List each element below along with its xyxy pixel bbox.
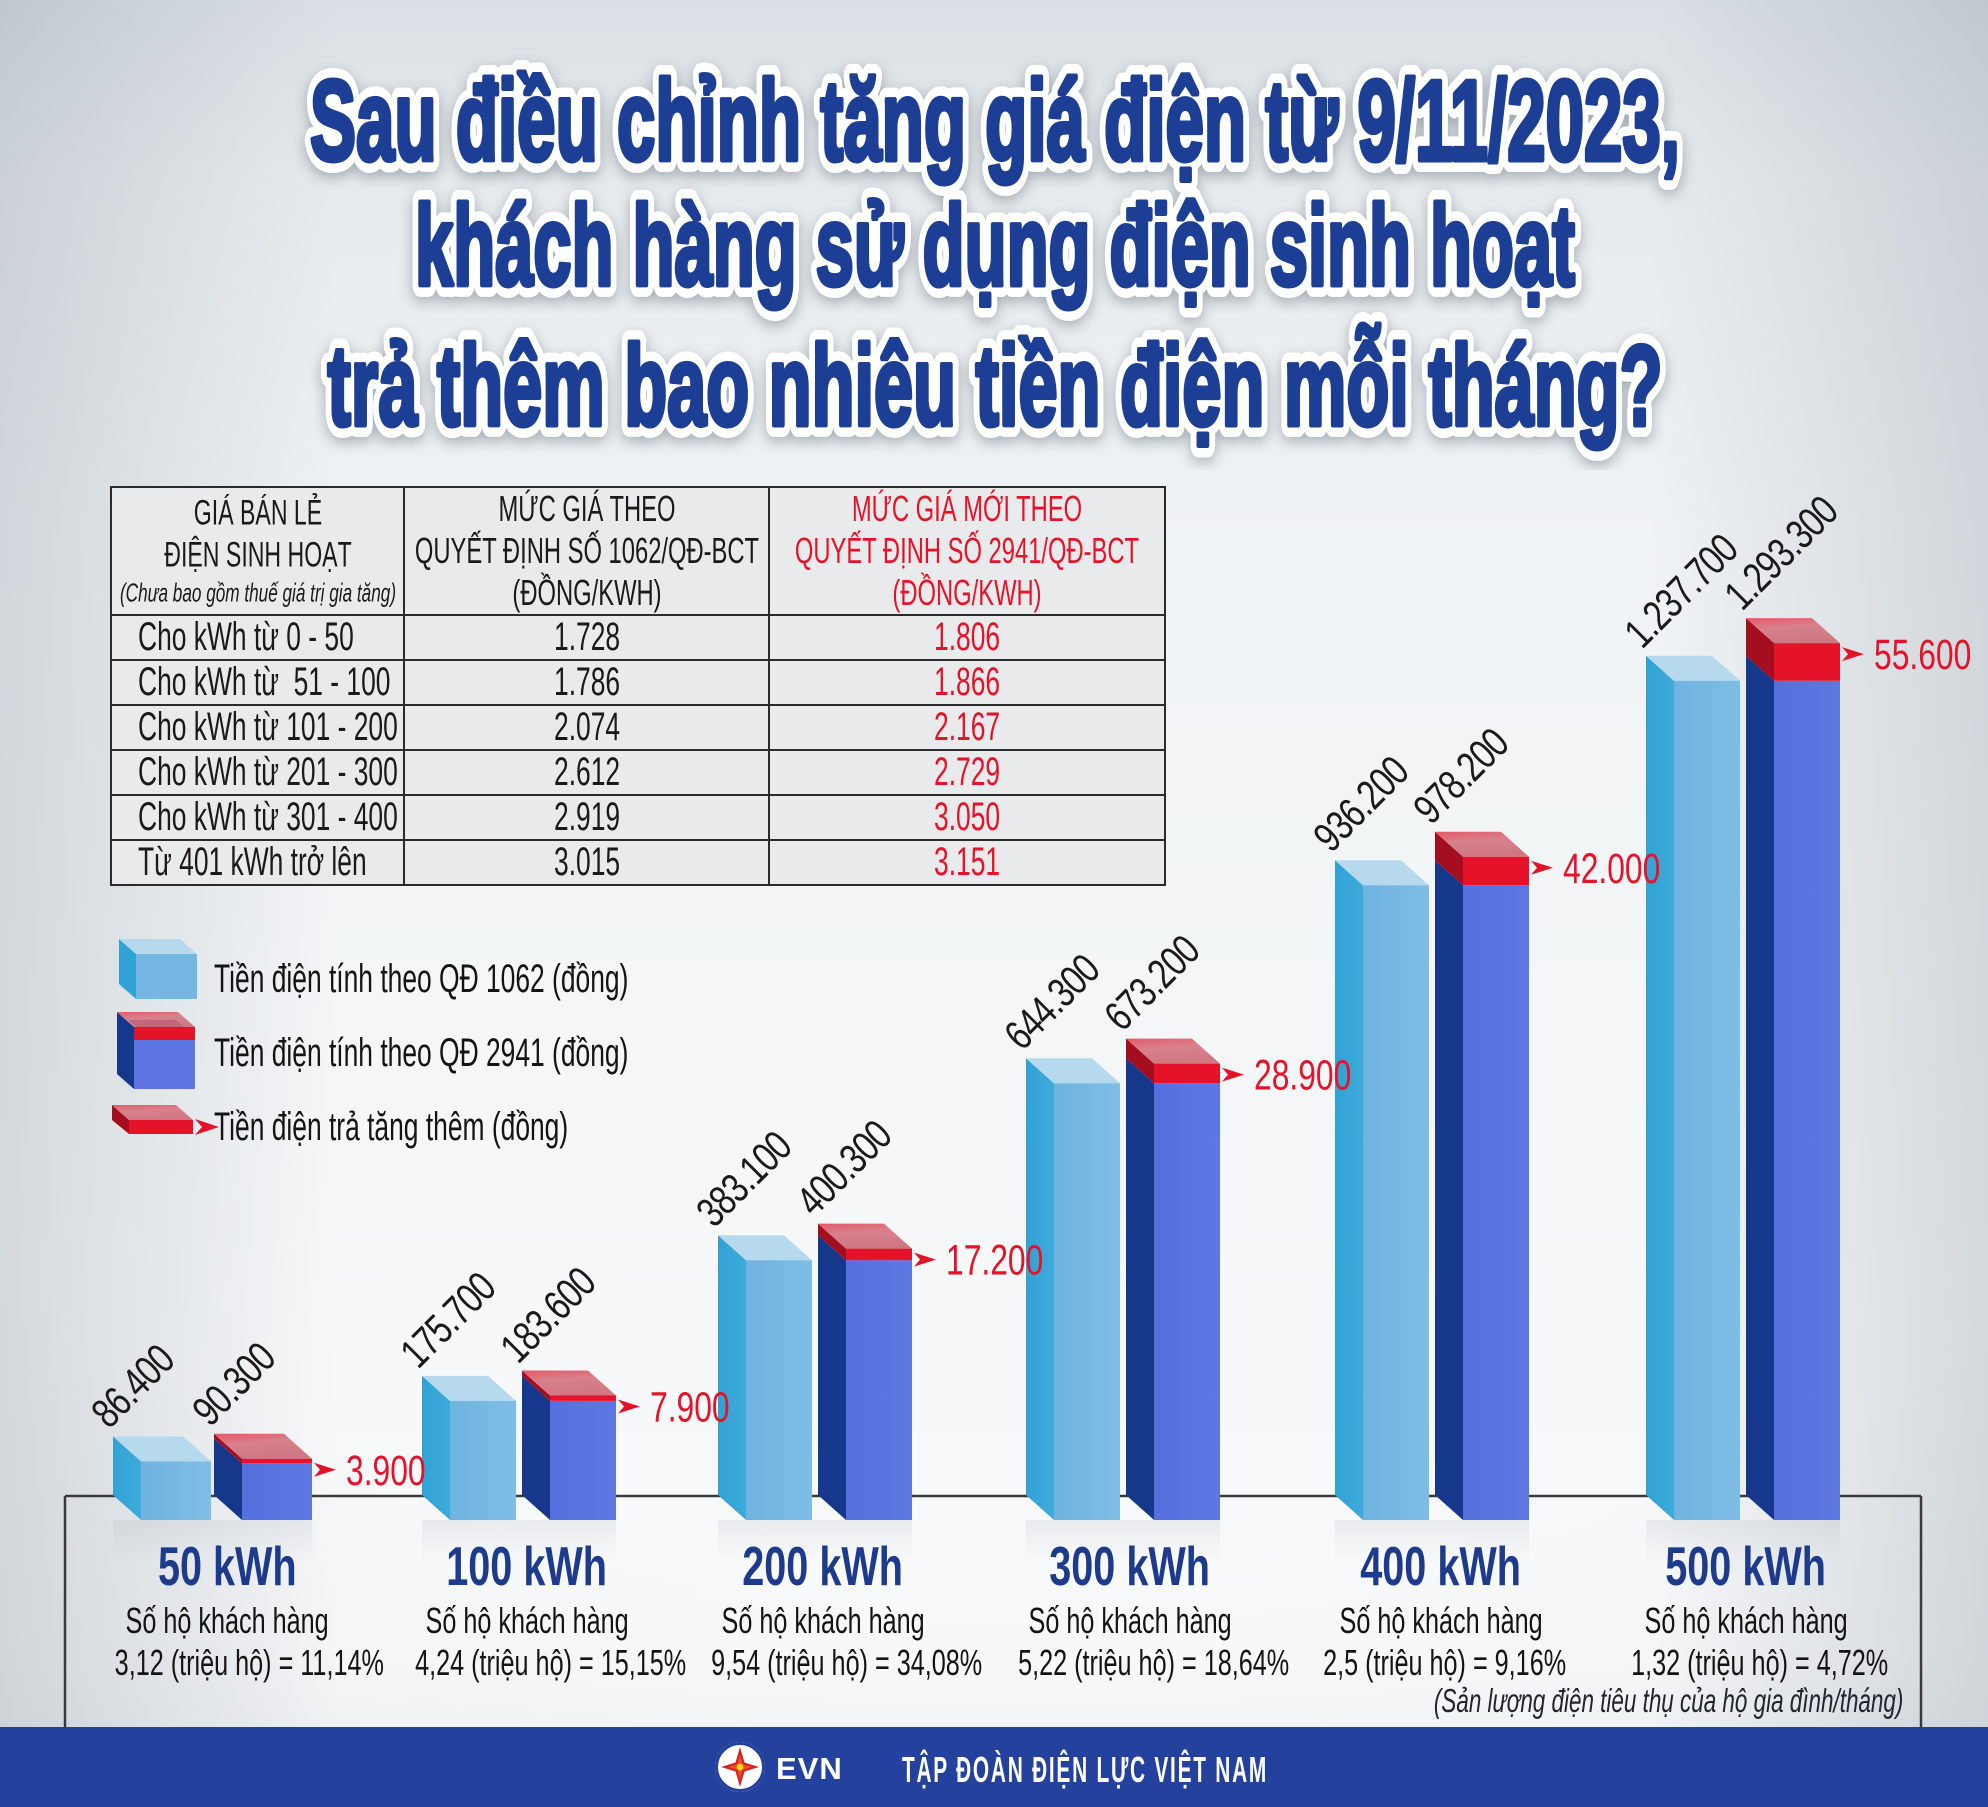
- svg-text:644.300: 644.300: [995, 945, 1108, 1058]
- svg-text:Sau điều chỉnh tăng giá điện t: Sau điều chỉnh tăng giá điện từ 9/11/202…: [310, 58, 1680, 185]
- svg-text:trả thêm bao nhiêu tiền điện m: trả thêm bao nhiêu tiền điện mỗi tháng?: [328, 323, 1663, 450]
- svg-text:3.900: 3.900: [346, 1447, 426, 1495]
- svg-text:673.200: 673.200: [1095, 926, 1208, 1039]
- svg-text:86.400: 86.400: [82, 1336, 183, 1437]
- svg-text:978.200: 978.200: [1404, 719, 1517, 832]
- svg-text:936.200: 936.200: [1304, 747, 1417, 860]
- svg-text:183.600: 183.600: [491, 1258, 604, 1371]
- svg-text:trả thêm bao nhiêu tiền điện m: trả thêm bao nhiêu tiền điện mỗi tháng?: [328, 323, 1663, 450]
- svg-text:55.600: 55.600: [1874, 632, 1971, 680]
- svg-text:383.100: 383.100: [687, 1122, 800, 1235]
- svg-text:Sau điều chỉnh tăng giá điện t: Sau điều chỉnh tăng giá điện từ 9/11/202…: [310, 58, 1680, 185]
- svg-text:28.900: 28.900: [1254, 1052, 1351, 1100]
- svg-text:42.000: 42.000: [1563, 845, 1660, 893]
- svg-text:400.300: 400.300: [787, 1111, 900, 1224]
- svg-text:175.700: 175.700: [391, 1263, 504, 1376]
- svg-text:khách hàng sử dụng điện sinh h: khách hàng sử dụng điện sinh hoạt: [415, 183, 1575, 310]
- svg-text:7.900: 7.900: [650, 1384, 730, 1432]
- svg-text:khách hàng sử dụng điện sinh h: khách hàng sử dụng điện sinh hoạt: [415, 183, 1575, 310]
- svg-text:90.300: 90.300: [183, 1334, 284, 1435]
- svg-text:17.200: 17.200: [946, 1237, 1043, 1285]
